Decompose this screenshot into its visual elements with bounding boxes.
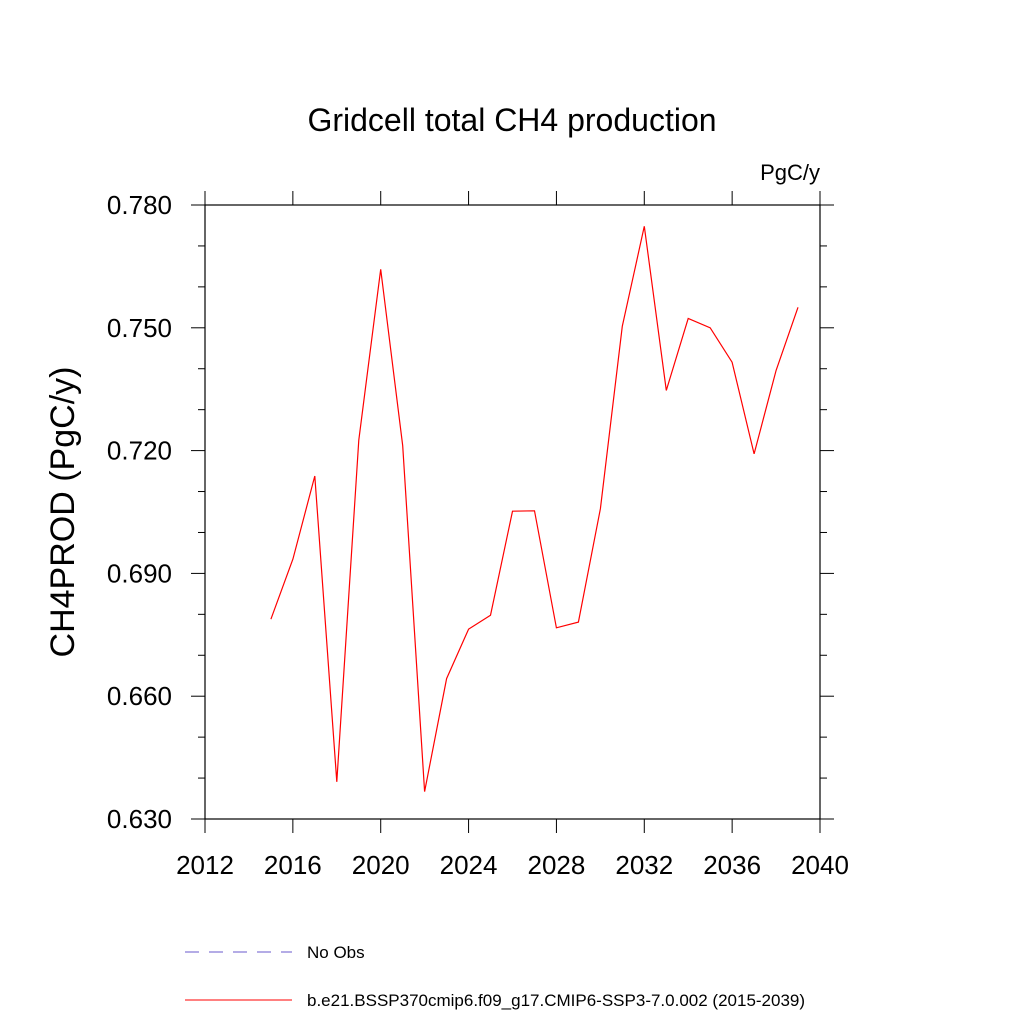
x-tick-label: 2032 [615, 850, 673, 880]
axes: 2012 2016 2020 2024 2028 2032 2036 2040 0.630 0.6… [107, 190, 849, 880]
y-tick-label: 0.720 [107, 436, 172, 466]
chart-title: Gridcell total CH4 production [307, 102, 716, 138]
x-tick-label: 2012 [176, 850, 234, 880]
x-tick-label: 2036 [703, 850, 761, 880]
x-tick-label: 2020 [352, 850, 410, 880]
legend-label: No Obs [307, 943, 365, 962]
plot-frame [204, 204, 821, 820]
y-tick-label: 0.780 [107, 190, 172, 220]
x-tick-label: 2024 [440, 850, 498, 880]
units-label: PgC/y [760, 160, 820, 185]
y-axis-label: CH4PROD (PgC/y) [44, 367, 82, 658]
y-tick-label: 0.660 [107, 681, 172, 711]
plot-area [204, 204, 821, 820]
legend: No Obs b.e21.BSSP370cmip6.f09_g17.CMIP6-S… [185, 943, 805, 1010]
x-tick-label: 2028 [528, 850, 586, 880]
y-tick-label: 0.750 [107, 313, 172, 343]
x-tick-label: 2040 [791, 850, 849, 880]
series-line [270, 226, 799, 792]
legend-label: b.e21.BSSP370cmip6.f09_g17.CMIP6-SSP3-7.… [307, 991, 805, 1010]
y-tick-label: 0.630 [107, 804, 172, 834]
x-tick-label: 2016 [264, 850, 322, 880]
series-layer [270, 226, 799, 792]
y-tick-label: 0.690 [107, 558, 172, 588]
